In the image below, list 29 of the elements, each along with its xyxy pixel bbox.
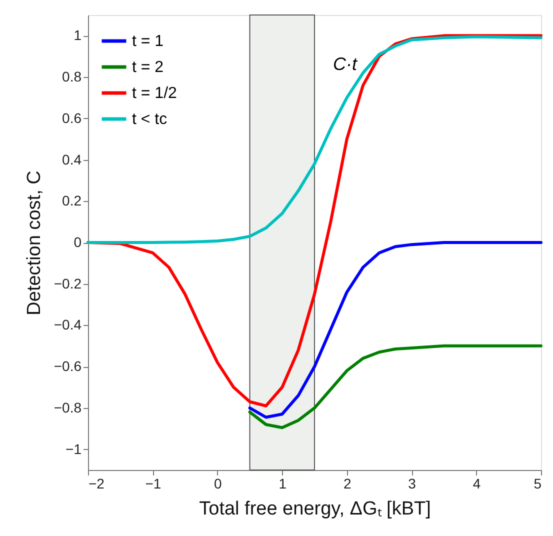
y-tick-label: 0.8 bbox=[62, 68, 82, 85]
y-axis-title: Detection cost, C bbox=[24, 170, 45, 316]
legend-label: t = 1/2 bbox=[132, 85, 178, 102]
x-tick-label: 0 bbox=[214, 476, 222, 492]
line-series bbox=[86, 35, 542, 244]
legend-label: t = 1 bbox=[132, 33, 164, 50]
x-tick-label: 1 bbox=[278, 476, 287, 492]
x-tick-label: 5 bbox=[534, 476, 542, 492]
y-tick-label: −1 bbox=[66, 440, 82, 457]
x-tick-label: −1 bbox=[145, 476, 162, 492]
y-tick-label: 1 bbox=[74, 27, 82, 44]
x-tick-label: 3 bbox=[408, 476, 416, 492]
line-series bbox=[248, 344, 542, 430]
y-tick-label: 0.2 bbox=[62, 192, 82, 209]
y-tick-label: 0 bbox=[74, 234, 82, 250]
line-series bbox=[248, 241, 542, 419]
y-tick-label: −0.8 bbox=[54, 399, 82, 416]
y-tick-label: −0.6 bbox=[54, 358, 82, 374]
x-tick-label: −2 bbox=[88, 476, 105, 492]
annotation: C·t bbox=[333, 54, 358, 74]
y-tick-label: −0.4 bbox=[54, 316, 82, 333]
y-tick-label: 0.4 bbox=[62, 151, 82, 168]
x-axis-title: Total free energy, ΔGₜ [kBT] bbox=[199, 498, 431, 520]
x-tick-label: 4 bbox=[472, 476, 481, 492]
legend-label: t = 2 bbox=[132, 59, 164, 76]
y-tick-label: −0.2 bbox=[54, 275, 82, 292]
x-tick-label: 2 bbox=[343, 476, 352, 492]
y-tick-label: 0.6 bbox=[62, 110, 82, 126]
legend-label: t < tc bbox=[132, 111, 168, 128]
